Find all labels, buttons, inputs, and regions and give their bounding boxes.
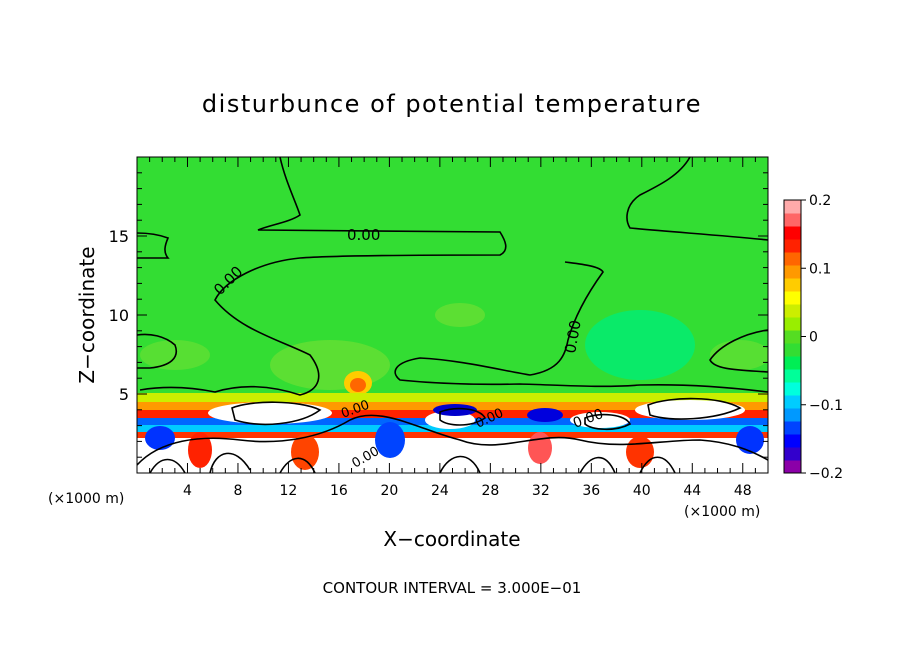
colorbar-cell bbox=[784, 382, 801, 396]
colorbar-cell bbox=[784, 408, 801, 422]
colorbar-cell bbox=[784, 278, 801, 292]
colorbar-cell bbox=[784, 434, 801, 448]
y-tick-label: 10 bbox=[109, 306, 129, 325]
field-blob bbox=[350, 378, 366, 392]
contour-interval-footer: CONTOUR INTERVAL = 3.000E−01 bbox=[323, 579, 582, 597]
contour-line bbox=[439, 407, 487, 426]
colorbar-cell bbox=[784, 421, 801, 435]
contour-line bbox=[137, 333, 177, 369]
contour-lines bbox=[137, 157, 768, 473]
x-axis-label: X−coordinate bbox=[383, 527, 520, 551]
field-core bbox=[208, 402, 332, 424]
x-tick-label: 44 bbox=[683, 483, 701, 499]
field-blob bbox=[435, 303, 485, 327]
field-swirl bbox=[291, 434, 319, 470]
colorbar-cell bbox=[784, 226, 801, 240]
colorbar-cell bbox=[784, 330, 801, 344]
x-tick-label: 4 bbox=[183, 483, 192, 499]
contour-line bbox=[394, 261, 768, 393]
colorbar-ticks: 0.2 0.1 0 −0.1 −0.2 bbox=[801, 193, 843, 482]
y-axis-label: Z−coordinate bbox=[75, 246, 99, 383]
field-blob bbox=[585, 310, 695, 380]
x-tick-label: 12 bbox=[280, 483, 298, 499]
field-swirl bbox=[688, 441, 712, 469]
contour-line bbox=[647, 397, 742, 420]
x-tick-label: 28 bbox=[481, 483, 499, 499]
colorbar-tick-label: 0.1 bbox=[809, 261, 831, 277]
colorbar-cell bbox=[784, 304, 801, 318]
colorbar-cell bbox=[784, 356, 801, 370]
y-tick-label: 5 bbox=[119, 385, 129, 404]
colorbar-cell bbox=[784, 343, 801, 357]
contour-line bbox=[584, 413, 632, 431]
field-spot bbox=[736, 426, 764, 454]
colorbar-cell bbox=[784, 317, 801, 331]
contour-line bbox=[137, 232, 170, 259]
colorbar-tick-label: 0.2 bbox=[809, 193, 831, 209]
x-tick-label: 8 bbox=[233, 483, 242, 499]
field-spot bbox=[145, 426, 175, 450]
field-blob bbox=[710, 340, 768, 370]
colorbar-cells bbox=[784, 200, 801, 474]
colorbar-cell bbox=[784, 395, 801, 409]
contour-label: 0.00 bbox=[561, 319, 585, 355]
colorbar-cell bbox=[784, 447, 801, 461]
colorbar: 0.2 0.1 0 −0.1 −0.2 bbox=[783, 193, 843, 482]
x-unit-left: (×1000 m) bbox=[48, 491, 124, 507]
x-tick-label: 24 bbox=[431, 483, 449, 499]
chart-title: disturbunce of potential temperature bbox=[202, 90, 702, 118]
contour-line bbox=[231, 401, 322, 426]
field-spot bbox=[527, 408, 563, 422]
x-tick-label: 16 bbox=[330, 483, 348, 499]
colorbar-cell bbox=[784, 460, 801, 474]
x-tick-label: 20 bbox=[380, 483, 398, 499]
colorbar-tick-label: −0.2 bbox=[809, 466, 843, 482]
colorbar-tick-label: −0.1 bbox=[809, 398, 843, 414]
field-swirl bbox=[188, 432, 212, 468]
colorbar-cell bbox=[784, 291, 801, 305]
colorbar-tick-label: 0 bbox=[809, 330, 818, 346]
y-tick-label: 15 bbox=[109, 227, 129, 246]
contour-line bbox=[626, 157, 768, 241]
colorbar-cell bbox=[784, 213, 801, 227]
contour-line bbox=[137, 414, 768, 466]
field-spot bbox=[375, 422, 405, 458]
contour-line bbox=[709, 329, 768, 373]
field-blob bbox=[270, 340, 390, 390]
x-tick-label: 40 bbox=[633, 483, 651, 499]
field-swirl bbox=[528, 432, 552, 464]
x-tick-label: 36 bbox=[582, 483, 600, 499]
plot-area: 0.00 0.00 0.00 0.00 0.00 0.00 0.00 bbox=[136, 156, 769, 474]
field-spot bbox=[433, 404, 477, 416]
contour-line bbox=[139, 157, 507, 396]
contour-line bbox=[149, 452, 676, 473]
x-unit-right: (×1000 m) bbox=[684, 504, 760, 520]
y-axis: 5 10 15 bbox=[109, 172, 768, 458]
colorbar-cell bbox=[784, 369, 801, 383]
contour-label: 0.00 bbox=[347, 226, 380, 244]
field-swirl bbox=[626, 436, 654, 468]
colorbar-cell bbox=[784, 239, 801, 253]
colorbar-cell bbox=[784, 252, 801, 266]
x-tick-label: 32 bbox=[532, 483, 550, 499]
colorbar-cell bbox=[784, 265, 801, 279]
x-tick-label: 48 bbox=[734, 483, 752, 499]
colorbar-cell bbox=[784, 200, 801, 214]
x-axis: 4 8 12 16 20 24 28 32 36 40 44 48 bbox=[149, 157, 756, 499]
